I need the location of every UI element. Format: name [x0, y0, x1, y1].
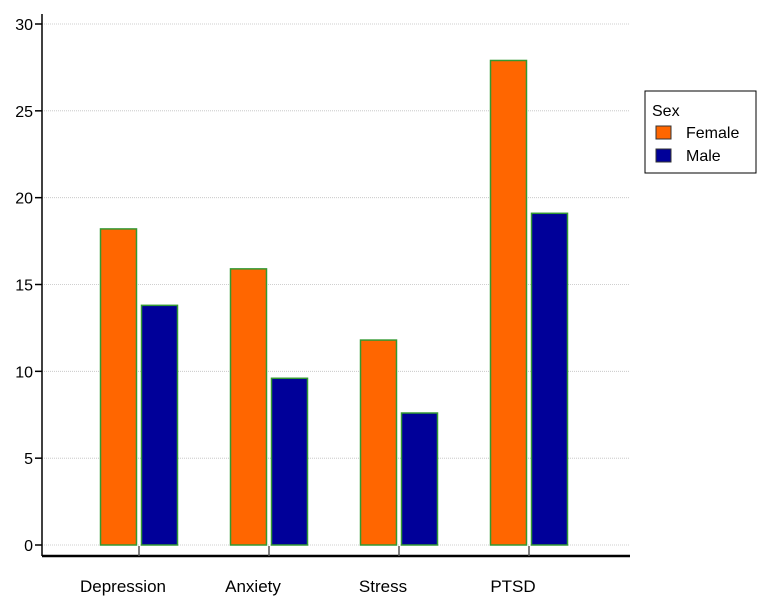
y-tick-label: 15 — [15, 278, 33, 295]
legend-swatch-male — [655, 148, 672, 163]
legend-label-female: Female — [686, 125, 739, 142]
grid-lines — [42, 23, 630, 546]
legend-title: Sex — [652, 103, 680, 120]
y-tick-label: 30 — [15, 17, 33, 34]
y-axis-ticks: 0 5 10 15 20 25 30 — [15, 17, 42, 555]
x-tick-label: Stress — [359, 577, 407, 596]
bars-group — [99, 59, 569, 546]
y-tick-label: 10 — [15, 364, 33, 381]
y-tick-label: 25 — [15, 104, 33, 121]
bar-male-anxiety — [270, 377, 309, 546]
bar-female-ptsd — [489, 59, 528, 546]
bar-female-stress — [359, 339, 398, 546]
legend-label-male: Male — [686, 148, 721, 165]
x-tick-label: Depression — [80, 577, 166, 596]
bar-female-anxiety — [229, 268, 268, 546]
legend: Sex Female Male — [644, 90, 757, 174]
legend-swatch-female — [655, 125, 672, 140]
x-tick-label: Anxiety — [225, 577, 281, 596]
y-tick-label: 5 — [24, 451, 33, 468]
x-tick-label: PTSD — [490, 577, 535, 596]
y-tick-label: 20 — [15, 191, 33, 208]
bar-male-depression — [140, 304, 179, 546]
x-axis-ticks: Depression Anxiety Stress PTSD — [80, 546, 536, 596]
bar-female-depression — [99, 228, 138, 546]
bar-male-ptsd — [530, 212, 569, 546]
legend-items: Female Male — [655, 125, 739, 165]
bar-male-stress — [400, 412, 439, 546]
y-tick-label: 0 — [24, 538, 33, 555]
